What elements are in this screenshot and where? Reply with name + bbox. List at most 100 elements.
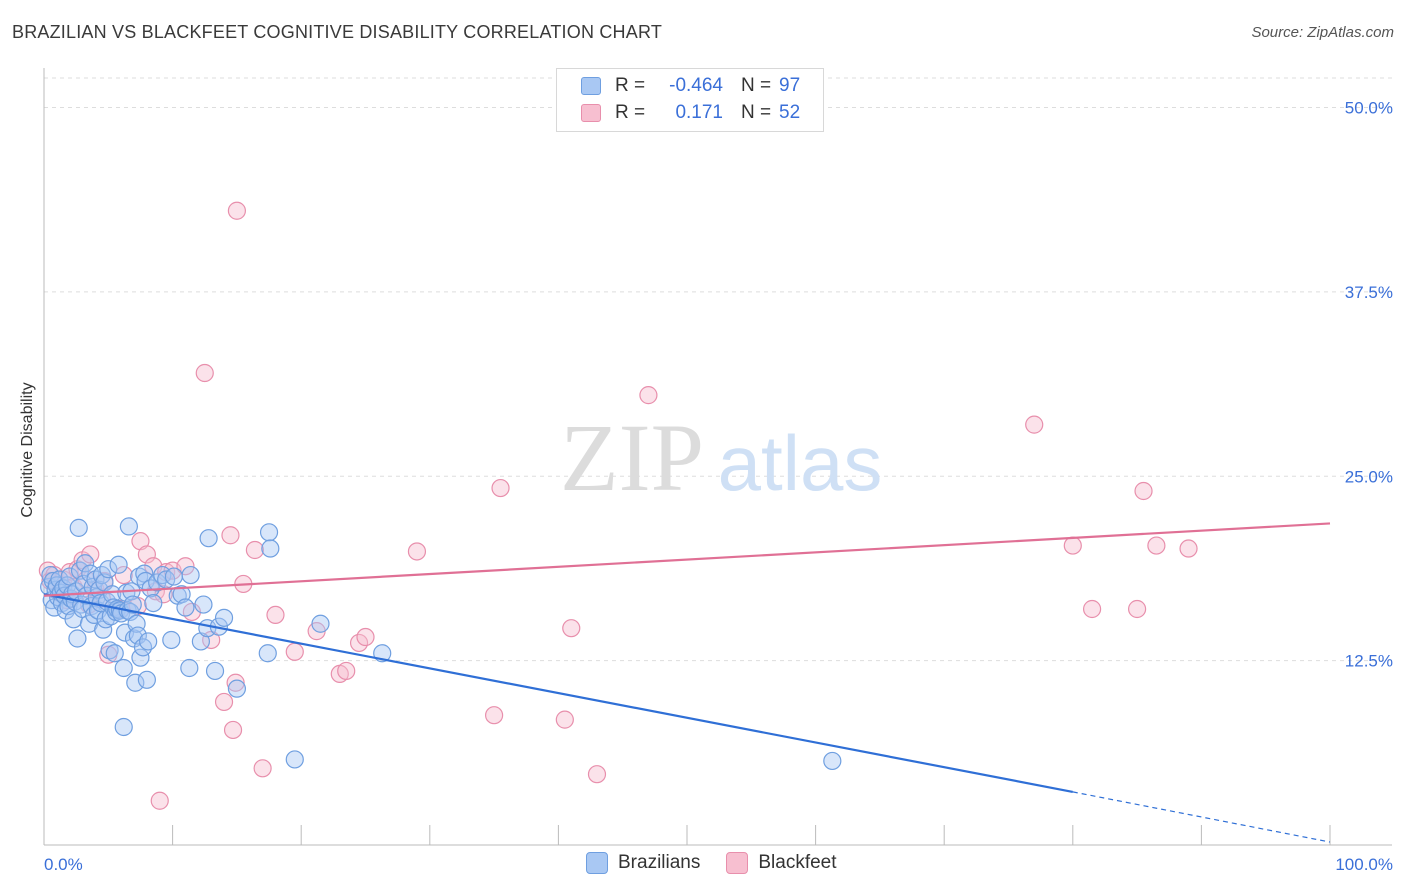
brazilian-point	[114, 717, 133, 737]
chart-title: BRAZILIAN VS BLACKFEET COGNITIVE DISABIL…	[12, 22, 663, 42]
grid-layer	[44, 77, 1392, 662]
brazilian-point	[162, 630, 181, 650]
blackfeet-point	[555, 710, 574, 729]
brazilian-point	[68, 629, 87, 648]
blackfeet-point	[253, 759, 272, 778]
y-tick-label: 25.0%	[1345, 467, 1393, 486]
blackfeet-point	[562, 619, 581, 638]
blackfeet-point	[1082, 599, 1102, 619]
brazilian-trend-extension	[1072, 791, 1331, 843]
blackfeet-point	[221, 526, 240, 545]
brazilian-point	[137, 670, 156, 689]
brazilian-point	[131, 648, 150, 667]
y-axis-label: Cognitive Disability	[19, 382, 36, 518]
blackfeet-point	[223, 720, 243, 740]
brazilian-point	[105, 644, 124, 663]
brazilian-point	[133, 638, 153, 657]
brazilian-point	[114, 658, 133, 678]
blackfeet-point	[214, 692, 234, 712]
brazilian-point	[181, 565, 200, 585]
blackfeet-point	[587, 765, 607, 784]
brazilian-point	[176, 598, 195, 617]
brazilian-point	[144, 593, 163, 613]
blackfeet-point	[81, 545, 100, 564]
brazilian-point	[285, 750, 304, 769]
brazilian-point	[259, 523, 279, 542]
blackfeet-point	[266, 605, 285, 625]
brazilian-point	[180, 658, 199, 678]
brazilians-swatch	[586, 852, 608, 874]
legend-row-blackfeet: R = 0.171 N = 52	[581, 102, 800, 124]
legend-label-brazilians: Brazilians	[618, 852, 701, 873]
blackfeet-point	[1127, 599, 1147, 619]
blackfeet-point	[407, 542, 427, 561]
legend-n-value: 52	[779, 102, 801, 123]
blackfeet-point	[227, 201, 246, 220]
tick-labels: 12.5% 25.0% 37.5% 50.0% 0.0% 100.0%	[44, 99, 1393, 875]
brazilian-point	[109, 555, 128, 574]
brazilian-point	[128, 626, 147, 645]
brazilian-point	[214, 608, 234, 627]
brazilian-point	[119, 517, 138, 536]
x-tick-label-max: 100.0%	[1335, 855, 1393, 874]
legend-r-label: R =	[615, 102, 646, 123]
brazilian-point	[69, 518, 88, 537]
blackfeet-point	[639, 386, 658, 405]
legend-row-brazilians: R = -0.464 N = 97	[581, 75, 800, 97]
trend-lines	[43, 522, 1331, 843]
brazilian-point	[258, 644, 277, 663]
brazilian-point	[139, 632, 158, 651]
series-legend: Brazilians Blackfeet	[586, 852, 863, 874]
brazilian-point	[199, 529, 218, 548]
blackfeet-point	[1025, 415, 1044, 434]
blackfeet-swatch	[726, 852, 749, 874]
brazilian-point	[123, 595, 142, 614]
brazilian-point	[164, 567, 183, 586]
source-label: Source: ZipAtlas.com	[1251, 24, 1394, 41]
brazilian-point	[100, 641, 119, 660]
blackfeet-point	[195, 363, 214, 383]
brazilian-trend-line	[43, 593, 1074, 793]
blackfeet-point	[1179, 539, 1198, 558]
legend-r-label: R =	[615, 75, 646, 96]
brazilian-point	[311, 614, 330, 633]
axes-layer	[43, 68, 1392, 846]
y-tick-label: 12.5%	[1345, 652, 1393, 671]
blackfeet-point	[114, 565, 133, 585]
legend-swatch-blue	[581, 77, 601, 95]
blackfeet-point	[356, 627, 375, 647]
blackfeet-point	[491, 478, 510, 498]
blackfeet-point	[1134, 481, 1153, 501]
blackfeet-point	[245, 540, 265, 560]
legend-item-blackfeet[interactable]: Blackfeet	[726, 852, 837, 874]
blackfeet-point	[1147, 536, 1166, 555]
blackfeet-point	[176, 557, 195, 576]
y-tick-label: 37.5%	[1345, 283, 1393, 302]
legend-r-value: 0.171	[675, 102, 723, 123]
legend-swatch-pink	[581, 104, 601, 122]
blackfeet-trend-line	[43, 522, 1331, 597]
brazilian-point	[194, 595, 213, 614]
x-tick-label-min: 0.0%	[44, 855, 83, 874]
legend-n-value: 97	[779, 75, 801, 96]
watermark-atlas: atlas	[718, 419, 883, 507]
blackfeet-point	[1063, 536, 1082, 555]
blackfeet-point	[150, 791, 169, 810]
legend-label-blackfeet: Blackfeet	[758, 852, 837, 873]
blackfeet-point	[137, 545, 156, 564]
watermark: ZIP atlas	[560, 404, 882, 511]
brazilian-point	[99, 560, 118, 579]
brazilian-point	[823, 751, 842, 771]
brazilian-point	[81, 564, 100, 583]
legend-item-brazilians[interactable]: Brazilians	[586, 852, 700, 874]
brazilian-point	[76, 554, 95, 573]
blackfeet-point	[337, 661, 356, 681]
brazilian-point	[227, 679, 246, 698]
legend-r-value: -0.464	[669, 75, 723, 96]
blackfeet-point	[485, 706, 504, 725]
brazilian-point	[205, 661, 225, 681]
legend-n-label: N =	[741, 75, 772, 96]
blackfeet-point	[226, 673, 245, 692]
legend-n-label: N =	[741, 102, 772, 123]
